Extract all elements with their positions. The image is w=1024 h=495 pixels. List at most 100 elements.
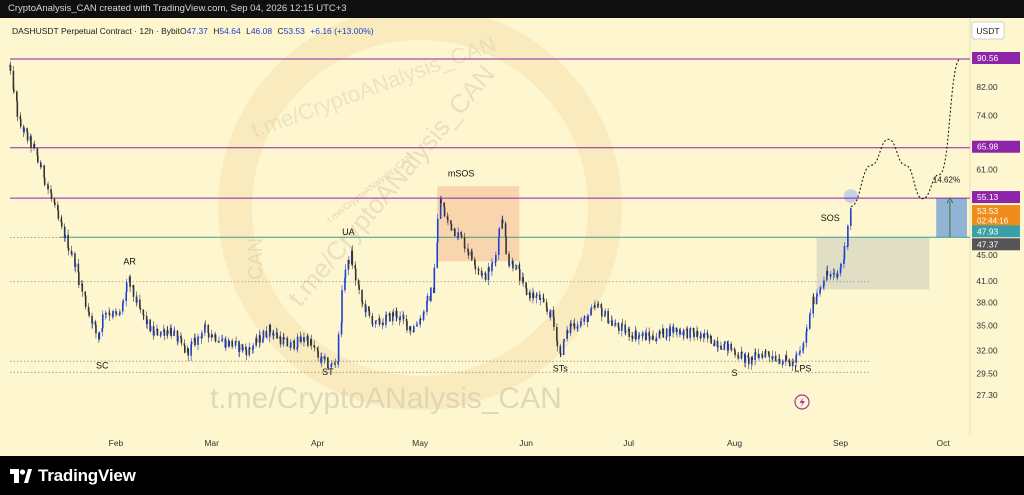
candle-body [566,330,568,339]
candle-body [204,324,206,333]
price-chart[interactable]: t.me/CryptoANalysis_CAN t.me/CryptoANaly… [0,6,1024,456]
candle-body [426,300,428,312]
candle-body [597,303,600,305]
candle-body [539,298,542,300]
candle-body [173,330,176,332]
candle-body [747,355,750,358]
candle-body [836,273,839,278]
candle-body [792,361,794,363]
price-tick-label: 74.00 [976,111,998,121]
candle-body [242,346,244,351]
candle-body [354,265,357,269]
candle-body [696,331,699,337]
candle-body [317,350,319,358]
time-axis[interactable]: Feb Mar Apr May Jun Jul Aug Sep Oct [109,438,951,448]
candle-body [269,324,272,333]
candle-body [846,246,849,247]
candle-body [87,306,90,312]
time-tick-label: Sep [833,438,848,448]
candle-body [413,326,415,332]
candle-body [81,283,84,292]
candle-body [775,360,777,362]
projection-target-box [936,198,967,238]
currency-button[interactable]: USDT [971,21,1005,40]
candle-body [788,359,791,363]
candle-body [347,259,350,270]
candle-body [43,177,46,185]
candle-body [440,199,442,204]
label-percent: 14.62% [933,175,960,184]
bolt-icon-ring[interactable] [794,394,810,410]
candle-body [74,263,77,267]
candle-body [91,321,94,324]
candle-body [638,334,641,336]
candle-body [795,354,798,356]
candle-body [781,363,784,365]
price-tick-label: 38.00 [976,297,998,307]
candle-body [727,343,730,351]
candle-body [53,198,56,203]
price-tag-box [972,238,1020,251]
candle-body [389,313,391,322]
candle-body [662,328,665,338]
label-lps: LPS [794,363,811,373]
candle-body [74,253,76,267]
candle-body [689,328,691,339]
candle-body [518,265,521,270]
candle-body [446,216,449,220]
candle-body [330,364,333,368]
candle-body [450,223,453,231]
label-ar: AR [123,256,136,266]
price-tag-box [972,191,1020,204]
candle-body [207,332,210,338]
candle-body [474,259,476,266]
tradingview-logo[interactable]: TradingView [10,466,136,486]
candle-body [464,247,466,249]
candle-body [439,199,442,219]
currency-button-label[interactable]: USDT [976,26,999,36]
label-sos: SOS [821,213,840,223]
candle-body [642,332,644,336]
price-tag-countdown: 02:44:16 [977,217,1009,226]
candle-body [515,265,518,270]
candle-body [112,311,114,317]
candle-body [142,315,145,316]
candle-body [166,330,169,335]
candle-body [758,354,760,358]
candle-body [60,218,63,223]
candle-body [225,340,227,348]
candle-body [327,357,329,369]
candle-body [740,352,743,359]
time-tick-label: Oct [936,438,950,448]
time-tick-label: Mar [204,438,219,448]
candle-body [37,155,39,163]
candle-body [487,267,490,281]
bolt-icon-glyph[interactable] [799,397,806,408]
candle-body [47,184,49,190]
price-axis[interactable]: 82.00 74.00 61.00 45.00 41.00 38.00 35.00 32.00… [976,82,998,400]
candle-body [419,318,422,320]
candle-body [843,246,846,260]
candle-body [108,312,110,314]
candle-body [576,326,579,329]
currency-button-box[interactable] [971,21,1005,40]
candle-body [320,356,323,363]
chart-area[interactable]: t.me/CryptoANalysis_CAN t.me/CryptoANaly… [0,6,1024,456]
candle-body [214,334,217,342]
candle-body [187,348,190,356]
candle-body [19,116,22,120]
candle-body [546,307,548,312]
bolt-icon[interactable] [794,394,810,410]
candle-body [635,330,637,340]
candle-body [809,313,812,315]
candle-body [501,219,504,224]
candle-body [600,308,603,317]
candle-body [26,131,29,141]
candle-body [262,338,264,343]
candle-body [423,311,425,313]
candle-body [648,332,650,337]
candle-body [580,321,583,323]
candle-body [16,101,19,117]
candle-body [799,350,801,353]
candle-body [368,311,371,316]
